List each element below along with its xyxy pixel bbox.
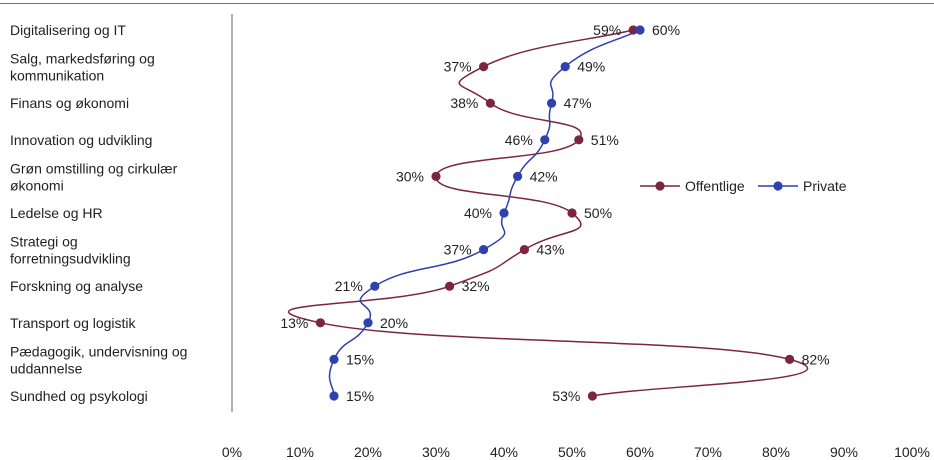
data-labels: 59% 37% 38% 51% 30% 50% 43% 32% 13% 82% 53% 60% 49% 4… [280, 22, 829, 404]
data-point-offentlige [574, 135, 584, 145]
data-point-private [499, 208, 509, 218]
category-label-line: Salg, markedsføring og [10, 51, 155, 67]
legend-marker-offentlige [655, 181, 665, 191]
category-label-line: Digitalisering og IT [10, 22, 126, 38]
legend-label-offentlige: Offentlige [685, 178, 745, 194]
category-label-line: uddannelse [10, 360, 83, 376]
data-point-private [479, 245, 489, 255]
data-point-private [329, 391, 339, 401]
x-tick-label: 80% [762, 444, 790, 460]
legend-label-private: Private [803, 178, 847, 194]
x-tick-label: 90% [830, 444, 858, 460]
data-label-private: 46% [505, 132, 533, 148]
data-point-offentlige [628, 25, 638, 35]
data-label-offentlige: 13% [280, 315, 308, 331]
data-point-private [513, 171, 523, 181]
data-label-private: 15% [346, 351, 374, 367]
x-tick-label: 50% [558, 444, 586, 460]
data-label-offentlige: 37% [444, 59, 472, 75]
x-tick-label: 20% [354, 444, 382, 460]
data-point-offentlige [479, 62, 489, 72]
data-label-offentlige: 59% [593, 22, 621, 38]
data-point-offentlige [785, 354, 795, 364]
data-label-private: 47% [564, 95, 592, 111]
data-point-private [547, 98, 557, 108]
series-lines [287, 29, 809, 397]
data-point-private [540, 135, 550, 145]
category-label-line: Pædagogik, undervisning og [10, 343, 187, 359]
data-label-offentlige: 43% [536, 242, 564, 258]
data-label-offentlige: 50% [584, 205, 612, 221]
x-tick-label: 30% [422, 444, 450, 460]
category-label-line: Forskning og analyse [10, 278, 143, 294]
data-label-offentlige: 38% [450, 95, 478, 111]
x-tick-label: 0% [222, 444, 242, 460]
data-point-offentlige [587, 391, 598, 401]
data-label-private: 20% [380, 315, 408, 331]
data-label-private: 37% [444, 242, 472, 258]
category-label: Forskning og analyse [10, 278, 143, 294]
data-label-private: 40% [464, 205, 492, 221]
data-point-private [635, 25, 645, 35]
data-label-private: 15% [346, 388, 374, 404]
data-label-offentlige: 53% [552, 388, 580, 404]
data-label-private: 60% [652, 22, 680, 38]
category-label-line: Finans og økonomi [10, 95, 129, 111]
data-point-offentlige [519, 245, 530, 255]
x-tick-label: 60% [626, 444, 654, 460]
data-label-offentlige: 30% [396, 168, 424, 184]
data-point-offentlige [315, 318, 325, 328]
category-label: Finans og økonomi [10, 95, 129, 111]
data-point-private [363, 318, 373, 328]
data-point-offentlige [567, 208, 577, 218]
category-label: Pædagogik, undervisning og uddannelse [10, 343, 187, 376]
data-label-offentlige: 32% [462, 278, 490, 294]
category-label-line: kommunikation [10, 68, 104, 84]
category-label-line: Transport og logistik [10, 315, 137, 331]
x-axis-tick-labels: 0% 10% 20% 30% 40% 50% 60% 70% 80% 90% 100% [222, 444, 930, 460]
category-label: Strategi og forretningsudvikling [10, 234, 131, 267]
data-point-private [560, 62, 570, 72]
x-tick-label: 70% [694, 444, 722, 460]
category-label-line: Sundhed og psykologi [10, 388, 148, 404]
series-points [315, 25, 795, 401]
data-point-private [329, 354, 339, 364]
legend-marker-private [773, 181, 783, 191]
data-label-private: 49% [577, 59, 605, 75]
data-label-offentlige: 82% [802, 351, 830, 367]
category-label: Grøn omstilling og cirkulær økonomi [10, 160, 178, 193]
series-line-offentlige [287, 29, 809, 397]
category-label: Salg, markedsføring og kommunikation [10, 51, 155, 84]
data-label-private: 42% [530, 168, 558, 184]
data-point-private [370, 281, 380, 291]
category-label: Innovation og udvikling [10, 132, 152, 148]
data-label-offentlige: 51% [591, 132, 619, 148]
category-label-line: Strategi og [10, 234, 78, 250]
x-tick-label: 100% [894, 444, 930, 460]
data-point-offentlige [445, 281, 455, 291]
category-label-line: Innovation og udvikling [10, 132, 152, 148]
top-rule [0, 3, 934, 4]
category-labels: Digitalisering og IT Salg, markedsføring … [10, 22, 187, 404]
x-tick-label: 40% [490, 444, 518, 460]
data-point-offentlige [485, 98, 495, 108]
category-label-line: Grøn omstilling og cirkulær [10, 160, 178, 176]
category-label: Transport og logistik [10, 315, 137, 331]
legend: Offentlige Private [640, 178, 847, 194]
category-label-line: økonomi [10, 177, 64, 193]
category-label-line: Ledelse og HR [10, 205, 103, 221]
category-label-line: forretningsudvikling [10, 251, 131, 267]
x-tick-label: 10% [286, 444, 314, 460]
category-label: Digitalisering og IT [10, 22, 126, 38]
category-label: Sundhed og psykologi [10, 388, 148, 404]
data-label-private: 21% [335, 278, 363, 294]
data-point-offentlige [431, 171, 441, 181]
category-label: Ledelse og HR [10, 205, 103, 221]
